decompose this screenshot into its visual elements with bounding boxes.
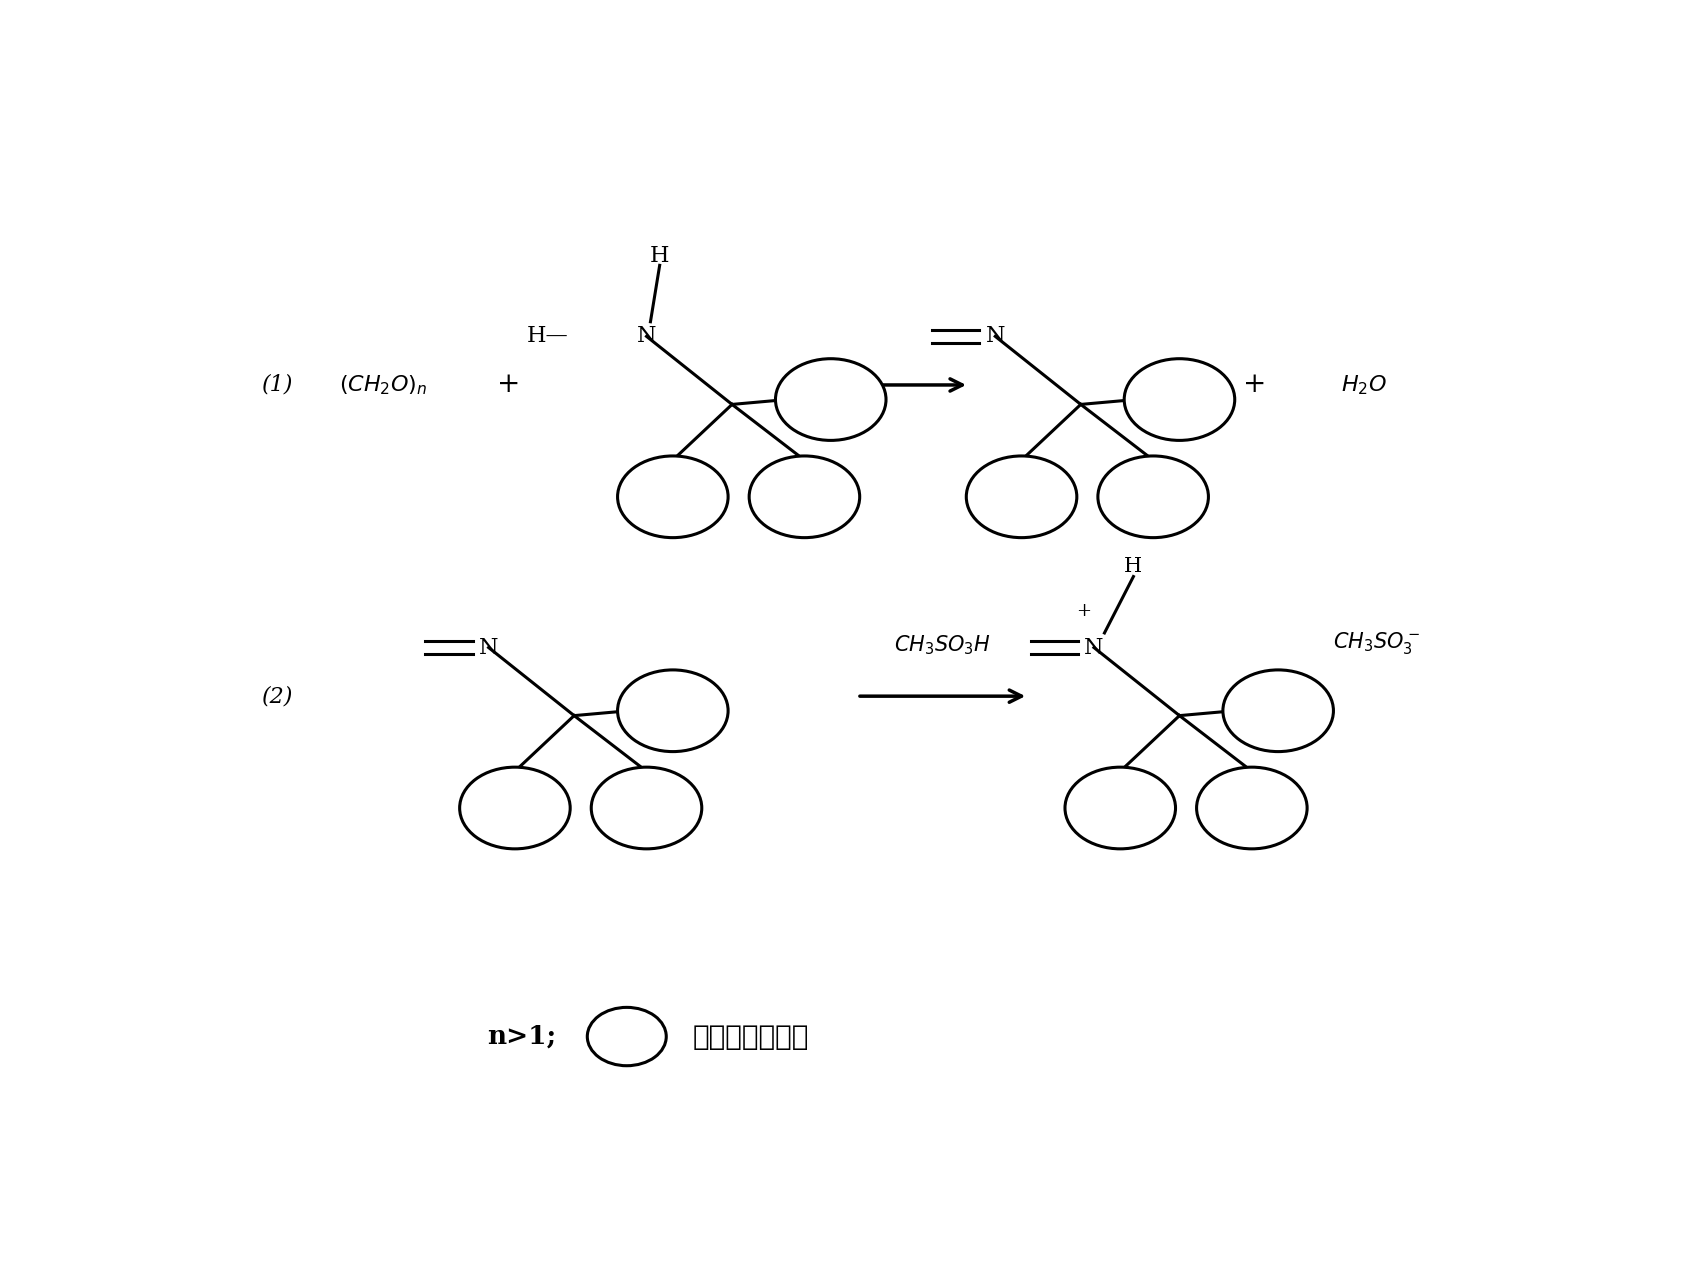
Circle shape <box>966 456 1077 538</box>
Text: N: N <box>479 637 498 658</box>
Text: $(CH_2O)_n$: $(CH_2O)_n$ <box>340 373 428 397</box>
Text: H—: H— <box>526 326 569 347</box>
Circle shape <box>1099 456 1209 538</box>
Text: N: N <box>637 326 655 347</box>
Circle shape <box>588 1008 666 1066</box>
Circle shape <box>749 456 859 538</box>
Circle shape <box>460 767 571 849</box>
Text: $CH_3SO_3^-$: $CH_3SO_3^-$ <box>1333 630 1420 655</box>
Circle shape <box>618 456 728 538</box>
Text: $H_2O$: $H_2O$ <box>1341 373 1387 397</box>
Text: +: + <box>496 371 520 398</box>
Text: +: + <box>1077 601 1090 620</box>
Circle shape <box>776 359 886 441</box>
Circle shape <box>1124 359 1234 441</box>
Circle shape <box>618 669 728 751</box>
Circle shape <box>591 767 701 849</box>
Text: H: H <box>650 245 669 266</box>
Text: (2): (2) <box>261 685 294 707</box>
Text: +: + <box>1243 371 1267 398</box>
Text: (1): (1) <box>261 374 294 397</box>
Text: N: N <box>985 326 1005 347</box>
Text: H: H <box>1124 557 1143 576</box>
Circle shape <box>1197 767 1307 849</box>
Circle shape <box>1223 669 1333 751</box>
Text: $CH_3SO_3H$: $CH_3SO_3H$ <box>895 634 992 658</box>
Text: N: N <box>1085 637 1104 658</box>
Circle shape <box>1065 767 1175 849</box>
Text: n>1;: n>1; <box>487 1024 555 1050</box>
Text: 典型地是支化烃: 典型地是支化烃 <box>693 1023 808 1051</box>
